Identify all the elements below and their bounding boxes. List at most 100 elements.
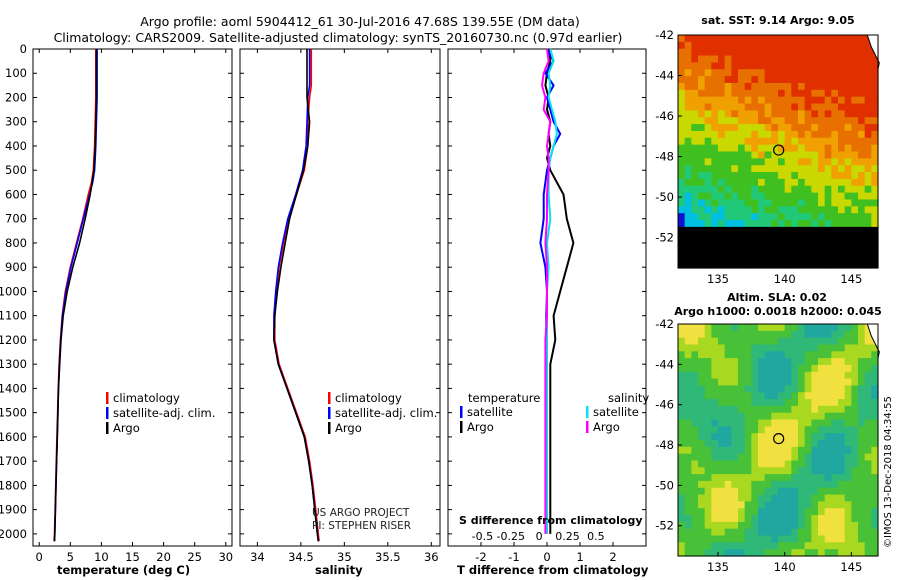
sst-map-cell <box>724 254 732 262</box>
sla-map-cell <box>731 378 739 387</box>
y-tick-label: 500 <box>5 163 27 177</box>
sst-map-cell <box>798 172 806 180</box>
sla-map-cell <box>731 351 739 359</box>
sla-map-cell <box>718 494 726 503</box>
sla-map-cell <box>778 474 786 482</box>
sla-map-cell <box>698 371 706 380</box>
sla-map-cell <box>764 412 772 421</box>
sst-map-cell <box>838 130 846 139</box>
sst-map-cell <box>704 185 712 194</box>
sla-map-cell <box>858 494 866 503</box>
sla-map-cell <box>698 535 706 543</box>
sst-map-cell <box>751 130 759 139</box>
sst-map-cell <box>791 82 799 91</box>
sst-map-cell <box>684 192 692 201</box>
sla-map-cell <box>798 521 806 530</box>
sla-map-cell <box>678 501 686 509</box>
sst-map-cell <box>684 178 692 187</box>
sla-map-cell <box>771 515 779 523</box>
sla-map-cell <box>798 501 806 509</box>
sst-map-cell <box>778 69 786 77</box>
sst-map-cell <box>798 117 806 125</box>
sst-map-cell <box>824 158 832 166</box>
sla-map-cell <box>804 515 812 523</box>
sst-map-cell <box>724 165 732 173</box>
sla-map-cell <box>804 399 812 407</box>
sla-map-cell <box>698 508 706 516</box>
sst-map-cell <box>858 35 866 43</box>
sst-map-cell <box>684 261 692 269</box>
sst-map-cell <box>771 110 779 118</box>
sst-map-cell <box>724 110 732 118</box>
sst-map-cell <box>851 206 859 214</box>
sla-map-cell <box>831 494 839 503</box>
sst-map-cell <box>764 103 772 111</box>
sst-map-cell <box>704 130 712 139</box>
y-tick-label: 1500 <box>0 406 27 420</box>
sst-map-cell <box>784 165 792 173</box>
sst-map-cell <box>738 233 746 242</box>
sst-map-cell <box>811 76 819 84</box>
sla-map-cell <box>818 460 826 468</box>
sla-map-cell <box>711 501 719 509</box>
sla-map-cell <box>691 446 699 455</box>
sla-map-cell <box>738 419 746 427</box>
sst-map-cell <box>684 137 692 146</box>
sst-map-cell <box>751 41 759 50</box>
sst-map-cell <box>871 144 879 153</box>
sst-map-cell <box>871 233 879 242</box>
sst-map-cell <box>771 130 779 139</box>
sla-map-cell <box>778 501 786 509</box>
sst-map-cell <box>771 48 779 57</box>
sla-map-cell <box>851 330 859 339</box>
sst-map-cell <box>851 172 859 180</box>
sla-map-cell <box>704 371 712 380</box>
sst-map-cell <box>738 144 746 153</box>
sla-map-cell <box>864 419 872 427</box>
sst-map-cell <box>811 96 819 105</box>
sla-map-cell <box>844 501 852 509</box>
x-tick-label: 0 <box>543 550 550 564</box>
temperature-legend-entry-label: climatology <box>113 391 180 405</box>
sst-map-cell <box>711 199 719 207</box>
sla-map-cell <box>844 371 852 380</box>
sla-map-cell <box>738 549 746 557</box>
sla-map-cell <box>818 392 826 400</box>
sla-map-cell <box>831 426 839 434</box>
sst-map-cell <box>858 48 866 57</box>
sla-map-cell <box>851 494 859 503</box>
sst-map-cell <box>744 103 752 111</box>
sla-map-cell <box>691 392 699 400</box>
sla-map-cell <box>698 364 706 373</box>
sla-map-cell <box>698 549 706 557</box>
map-y-tick-label: -52 <box>655 519 674 533</box>
sst-map-cell <box>784 96 792 105</box>
sla-map-cell <box>764 480 772 489</box>
sst-map-cell <box>698 124 706 132</box>
sla-map-cell <box>744 528 752 537</box>
sla-map-cell <box>751 358 759 366</box>
diff-legend-temp-satellite-label: satellite <box>467 405 513 419</box>
sla-map-cell <box>738 446 746 455</box>
sla-map-cell <box>684 446 692 455</box>
sst-map-cell <box>804 172 812 180</box>
sst-map-cell <box>791 41 799 50</box>
sla-map-cell <box>784 549 792 557</box>
sla-map-cell <box>784 521 792 530</box>
sla-map-cell <box>844 337 852 346</box>
sst-map-cell <box>731 261 739 269</box>
sst-map-cell <box>824 69 832 77</box>
sst-map-cell <box>858 137 866 146</box>
map-x-tick-label: 140 <box>774 560 796 574</box>
sla-map-cell <box>764 371 772 380</box>
sla-map-cell <box>764 405 772 414</box>
sla-map-cell <box>864 549 872 557</box>
sla-map-cell <box>791 324 799 332</box>
sla-map-cell <box>824 337 832 346</box>
sst-map-cell <box>678 226 686 235</box>
imos-watermark: ©IMOS 13-Dec-2018 04:34:55 <box>883 396 894 548</box>
sst-map-cell <box>798 220 806 228</box>
sst-map-cell <box>711 124 719 132</box>
sst-map-cell <box>824 261 832 269</box>
sst-map-cell <box>711 96 719 105</box>
